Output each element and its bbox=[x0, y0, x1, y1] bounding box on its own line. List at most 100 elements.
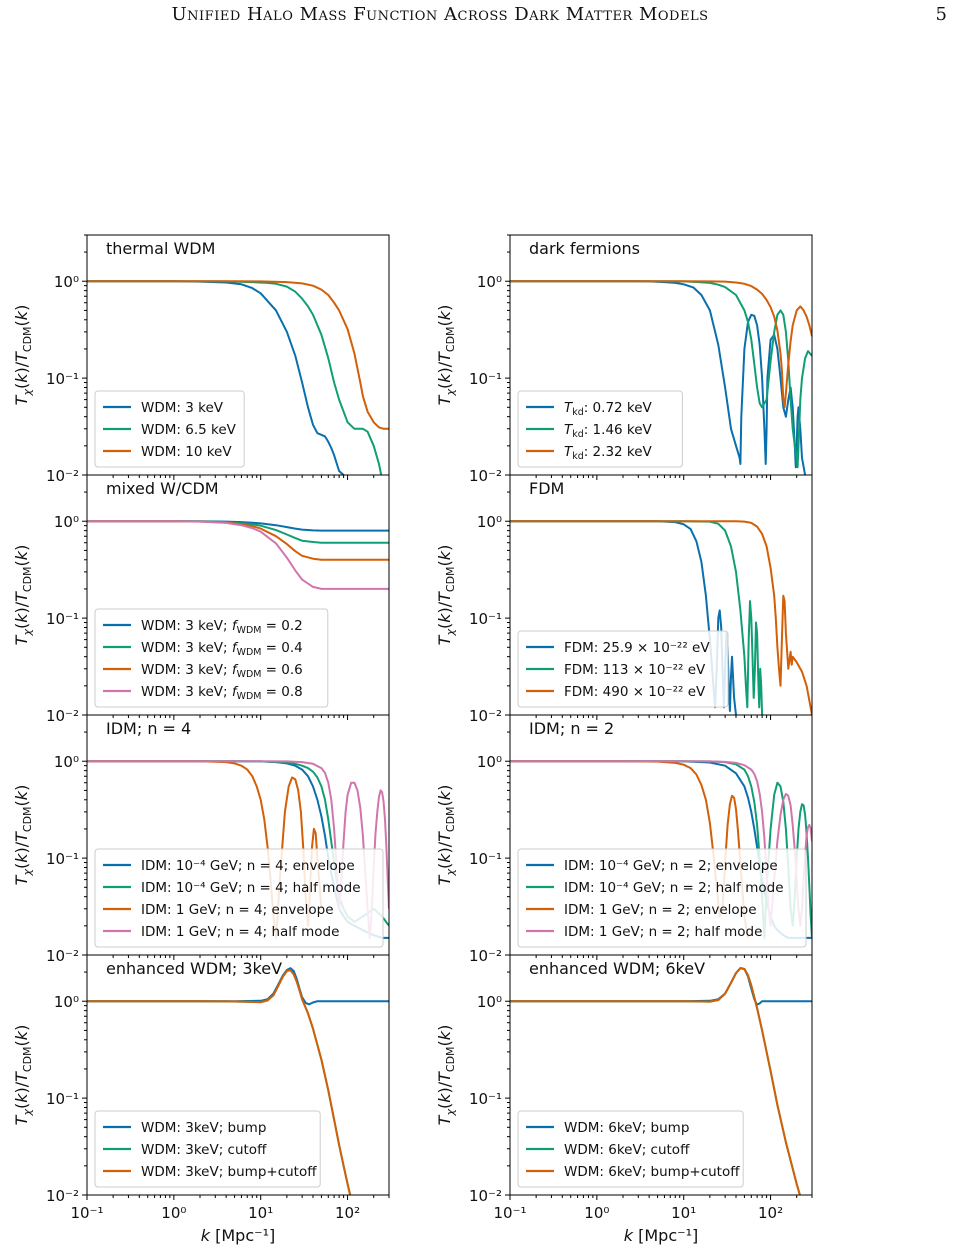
legend-box bbox=[94, 390, 245, 468]
legend-label: WDM: 6keV; bump+cutoff bbox=[564, 1164, 740, 1180]
y-tick-label: 10⁻¹ bbox=[469, 1090, 502, 1108]
y-axis-label: Tχ(k)/TCDM(k) bbox=[435, 545, 457, 646]
legend-label: WDM: 6keV; cutoff bbox=[564, 1142, 690, 1158]
legend: FDM: 25.9 × 10⁻²² eV FDM: 113 × 10⁻²² eV F… bbox=[517, 630, 729, 708]
series-line-2 bbox=[510, 760, 812, 939]
chart-panel-5: 10⁰ 10⁻¹ 10⁻² Tχ(k)/TCDM(k) IDM; n = 4 IDM: 1… bbox=[12, 714, 390, 965]
y-tick-label: 10⁻² bbox=[46, 467, 79, 485]
panel-title: IDM; n = 2 bbox=[529, 719, 614, 738]
legend-box bbox=[517, 390, 683, 468]
x-axis-label: k [Mpc⁻¹] bbox=[201, 1226, 275, 1245]
y-axis-label: Tχ(k)/TCDM(k) bbox=[12, 785, 34, 886]
legend-label: WDM: 10 keV bbox=[141, 444, 232, 460]
x-tick-label: 10¹ bbox=[671, 1204, 696, 1222]
legend: Tkd: 0.72 keV Tkd: 1.46 keV Tkd: 2.32 keV bbox=[517, 390, 683, 468]
y-tick-label: 10⁰ bbox=[54, 753, 79, 771]
page-header: Unified Halo Mass Function Across Dark M… bbox=[0, 0, 955, 40]
legend-label: IDM: 1 GeV; n = 2; half mode bbox=[564, 924, 762, 940]
legend-label: WDM: 3keV; bump+cutoff bbox=[141, 1164, 317, 1180]
panel-title: IDM; n = 4 bbox=[106, 719, 191, 738]
y-tick-label: 10⁰ bbox=[477, 753, 502, 771]
series-line-2 bbox=[510, 967, 801, 1195]
y-tick-label: 10⁻¹ bbox=[469, 850, 502, 868]
legend-label: IDM: 10⁻⁴ GeV; n = 2; envelope bbox=[564, 858, 778, 874]
y-axis-label: Tχ(k)/TCDM(k) bbox=[435, 1025, 457, 1126]
legend-box bbox=[517, 630, 729, 708]
series-line-1 bbox=[510, 520, 737, 715]
legend-box bbox=[94, 608, 329, 708]
legend-label: WDM: 3keV; bump bbox=[141, 1120, 266, 1136]
legend: WDM: 6keV; bump WDM: 6keV; cutoff WDM: 6ke… bbox=[517, 1110, 744, 1188]
panel-title: dark fermions bbox=[529, 239, 640, 258]
legend-label: Tkd: 0.72 keV bbox=[564, 400, 653, 418]
y-axis-label: Tχ(k)/TCDM(k) bbox=[435, 305, 457, 406]
x-axis-label: k [Mpc⁻¹] bbox=[624, 1226, 698, 1245]
series-line-4 bbox=[87, 760, 389, 939]
legend-box bbox=[94, 848, 384, 948]
y-tick-label: 10⁻² bbox=[46, 1187, 79, 1205]
legend-label: WDM: 3 keV bbox=[141, 400, 224, 416]
legend-label: IDM: 1 GeV; n = 4; envelope bbox=[141, 902, 334, 918]
legend-box bbox=[517, 1110, 744, 1188]
legend-label: WDM: 3 keV; fWDM = 0.8 bbox=[141, 684, 303, 702]
y-tick-label: 10⁻¹ bbox=[46, 850, 79, 868]
series-line-2 bbox=[87, 280, 383, 475]
y-tick-label: 10⁰ bbox=[54, 513, 79, 531]
series-line-4 bbox=[87, 520, 389, 590]
x-tick-label: 10⁰ bbox=[584, 1204, 609, 1222]
panel-title: thermal WDM bbox=[106, 239, 215, 258]
legend-label: IDM: 10⁻⁴ GeV; n = 4; envelope bbox=[141, 858, 355, 874]
legend-box bbox=[517, 848, 807, 948]
series-line-2 bbox=[510, 520, 764, 715]
series-line-2 bbox=[510, 280, 812, 469]
legend-label: WDM: 6keV; bump bbox=[564, 1120, 689, 1136]
y-axis-label: Tχ(k)/TCDM(k) bbox=[12, 545, 34, 646]
y-tick-label: 10⁻² bbox=[469, 707, 502, 725]
chart-panel-4: 10⁰ 10⁻¹ 10⁻² Tχ(k)/TCDM(k) FDM FDM: 25.9 × 1… bbox=[435, 474, 813, 725]
panel-title: mixed W/CDM bbox=[106, 479, 219, 498]
legend-label: FDM: 113 × 10⁻²² eV bbox=[564, 662, 706, 678]
legend-label: IDM: 1 GeV; n = 2; envelope bbox=[564, 902, 757, 918]
series-line-3 bbox=[510, 967, 801, 1195]
legend-box bbox=[94, 1110, 321, 1188]
y-tick-label: 10⁰ bbox=[54, 273, 79, 291]
x-tick-label: 10¹ bbox=[248, 1204, 273, 1222]
y-tick-label: 10⁻¹ bbox=[46, 610, 79, 628]
series-line-3 bbox=[87, 520, 389, 561]
y-tick-label: 10⁰ bbox=[54, 993, 79, 1011]
legend: IDM: 10⁻⁴ GeV; n = 2; envelope IDM: 10⁻⁴ … bbox=[517, 848, 807, 948]
x-tick-label: 10⁰ bbox=[161, 1204, 186, 1222]
panel-title: enhanced WDM; 3keV bbox=[106, 959, 282, 978]
y-tick-label: 10⁰ bbox=[477, 273, 502, 291]
panel-title: FDM bbox=[529, 479, 564, 498]
legend: WDM: 3keV; bump WDM: 3keV; cutoff WDM: 3ke… bbox=[94, 1110, 321, 1188]
panel-title: enhanced WDM; 6keV bbox=[529, 959, 705, 978]
page-number: 5 bbox=[935, 4, 947, 25]
y-tick-label: 10⁰ bbox=[477, 993, 502, 1011]
series-line-3 bbox=[87, 280, 389, 430]
legend-label: WDM: 3 keV; fWDM = 0.6 bbox=[141, 662, 303, 680]
x-tick-label: 10² bbox=[335, 1204, 360, 1222]
legend: WDM: 3 keV; fWDM = 0.2 WDM: 3 keV; fWDM =… bbox=[94, 608, 329, 708]
y-axis-label: Tχ(k)/TCDM(k) bbox=[12, 1025, 34, 1126]
y-tick-label: 10⁻¹ bbox=[46, 1090, 79, 1108]
x-tick-label: 10⁻¹ bbox=[70, 1204, 103, 1222]
legend: WDM: 3 keV WDM: 6.5 keV WDM: 10 keV bbox=[94, 390, 245, 468]
chart-panel-1: 10⁰ 10⁻¹ 10⁻² Tχ(k)/TCDM(k) thermal WDM WDM: … bbox=[12, 234, 390, 485]
legend-label: Tkd: 2.32 keV bbox=[564, 444, 653, 462]
series-line-1 bbox=[87, 280, 345, 475]
chart-panel-3: 10⁰ 10⁻¹ 10⁻² Tχ(k)/TCDM(k) mixed W/CDM WDM: … bbox=[12, 474, 390, 725]
x-tick-label: 10⁻¹ bbox=[493, 1204, 526, 1222]
legend-label: FDM: 490 × 10⁻²² eV bbox=[564, 684, 706, 700]
legend-label: IDM: 10⁻⁴ GeV; n = 2; half mode bbox=[564, 880, 784, 896]
running-title: Unified Halo Mass Function Across Dark M… bbox=[171, 4, 709, 25]
series-line-3 bbox=[510, 280, 812, 409]
y-tick-label: 10⁻¹ bbox=[46, 370, 79, 388]
y-tick-label: 10⁻² bbox=[46, 707, 79, 725]
plot-frame bbox=[86, 954, 390, 1196]
legend-label: FDM: 25.9 × 10⁻²² eV bbox=[564, 640, 710, 656]
legend-label: WDM: 3 keV; fWDM = 0.4 bbox=[141, 640, 303, 658]
